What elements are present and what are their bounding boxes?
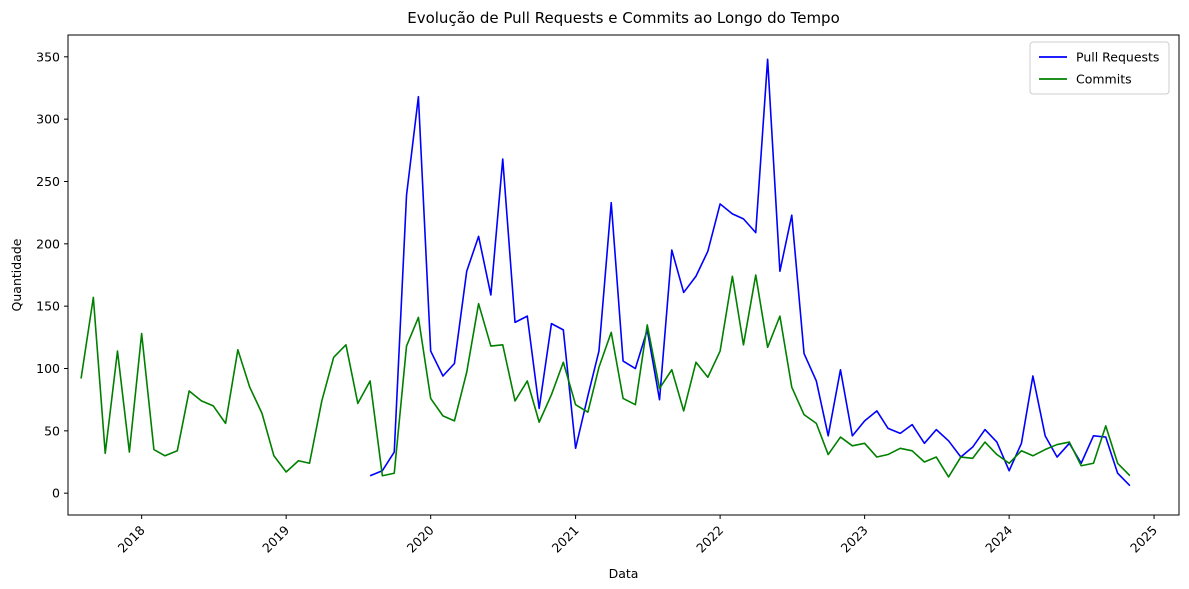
y-tick-label: 350	[36, 49, 60, 64]
y-tick-label: 150	[36, 299, 60, 314]
legend-label: Pull Requests	[1076, 50, 1159, 65]
series-line-commits	[80, 274, 1131, 478]
chart-title: Evolução de Pull Requests e Commits ao L…	[407, 9, 840, 27]
y-tick-label: 200	[36, 236, 60, 251]
x-tick-label: 2018	[115, 522, 148, 555]
x-axis-label: Data	[609, 566, 639, 581]
x-tick-label: 2020	[404, 522, 437, 555]
x-tick-label: 2021	[549, 523, 582, 556]
plot-area-frame	[67, 34, 1180, 516]
y-tick-label: 250	[36, 174, 60, 189]
y-tick-label: 100	[36, 361, 60, 376]
y-tick-label: 0	[52, 486, 60, 501]
x-axis: 2018 2019 2020 2021 2022 2023 2024 2025	[115, 515, 1160, 556]
y-tick-label: 50	[44, 423, 60, 438]
y-axis: 0 50 100 150 200 250 300 350	[36, 49, 68, 501]
x-tick-label: 2023	[838, 523, 871, 556]
x-tick-label: 2019	[259, 522, 292, 555]
x-tick-label: 2022	[693, 523, 726, 556]
series-line-pull-requests	[369, 58, 1131, 487]
series-layer	[80, 58, 1131, 487]
y-tick-label: 300	[36, 112, 60, 127]
x-tick-label: 2024	[982, 522, 1015, 555]
x-tick-label: 2025	[1127, 523, 1160, 556]
legend: Pull Requests Commits	[1029, 41, 1170, 95]
legend-label: Commits	[1076, 72, 1132, 87]
y-axis-label: Quantidade	[9, 238, 24, 311]
legend-box	[1029, 41, 1170, 95]
